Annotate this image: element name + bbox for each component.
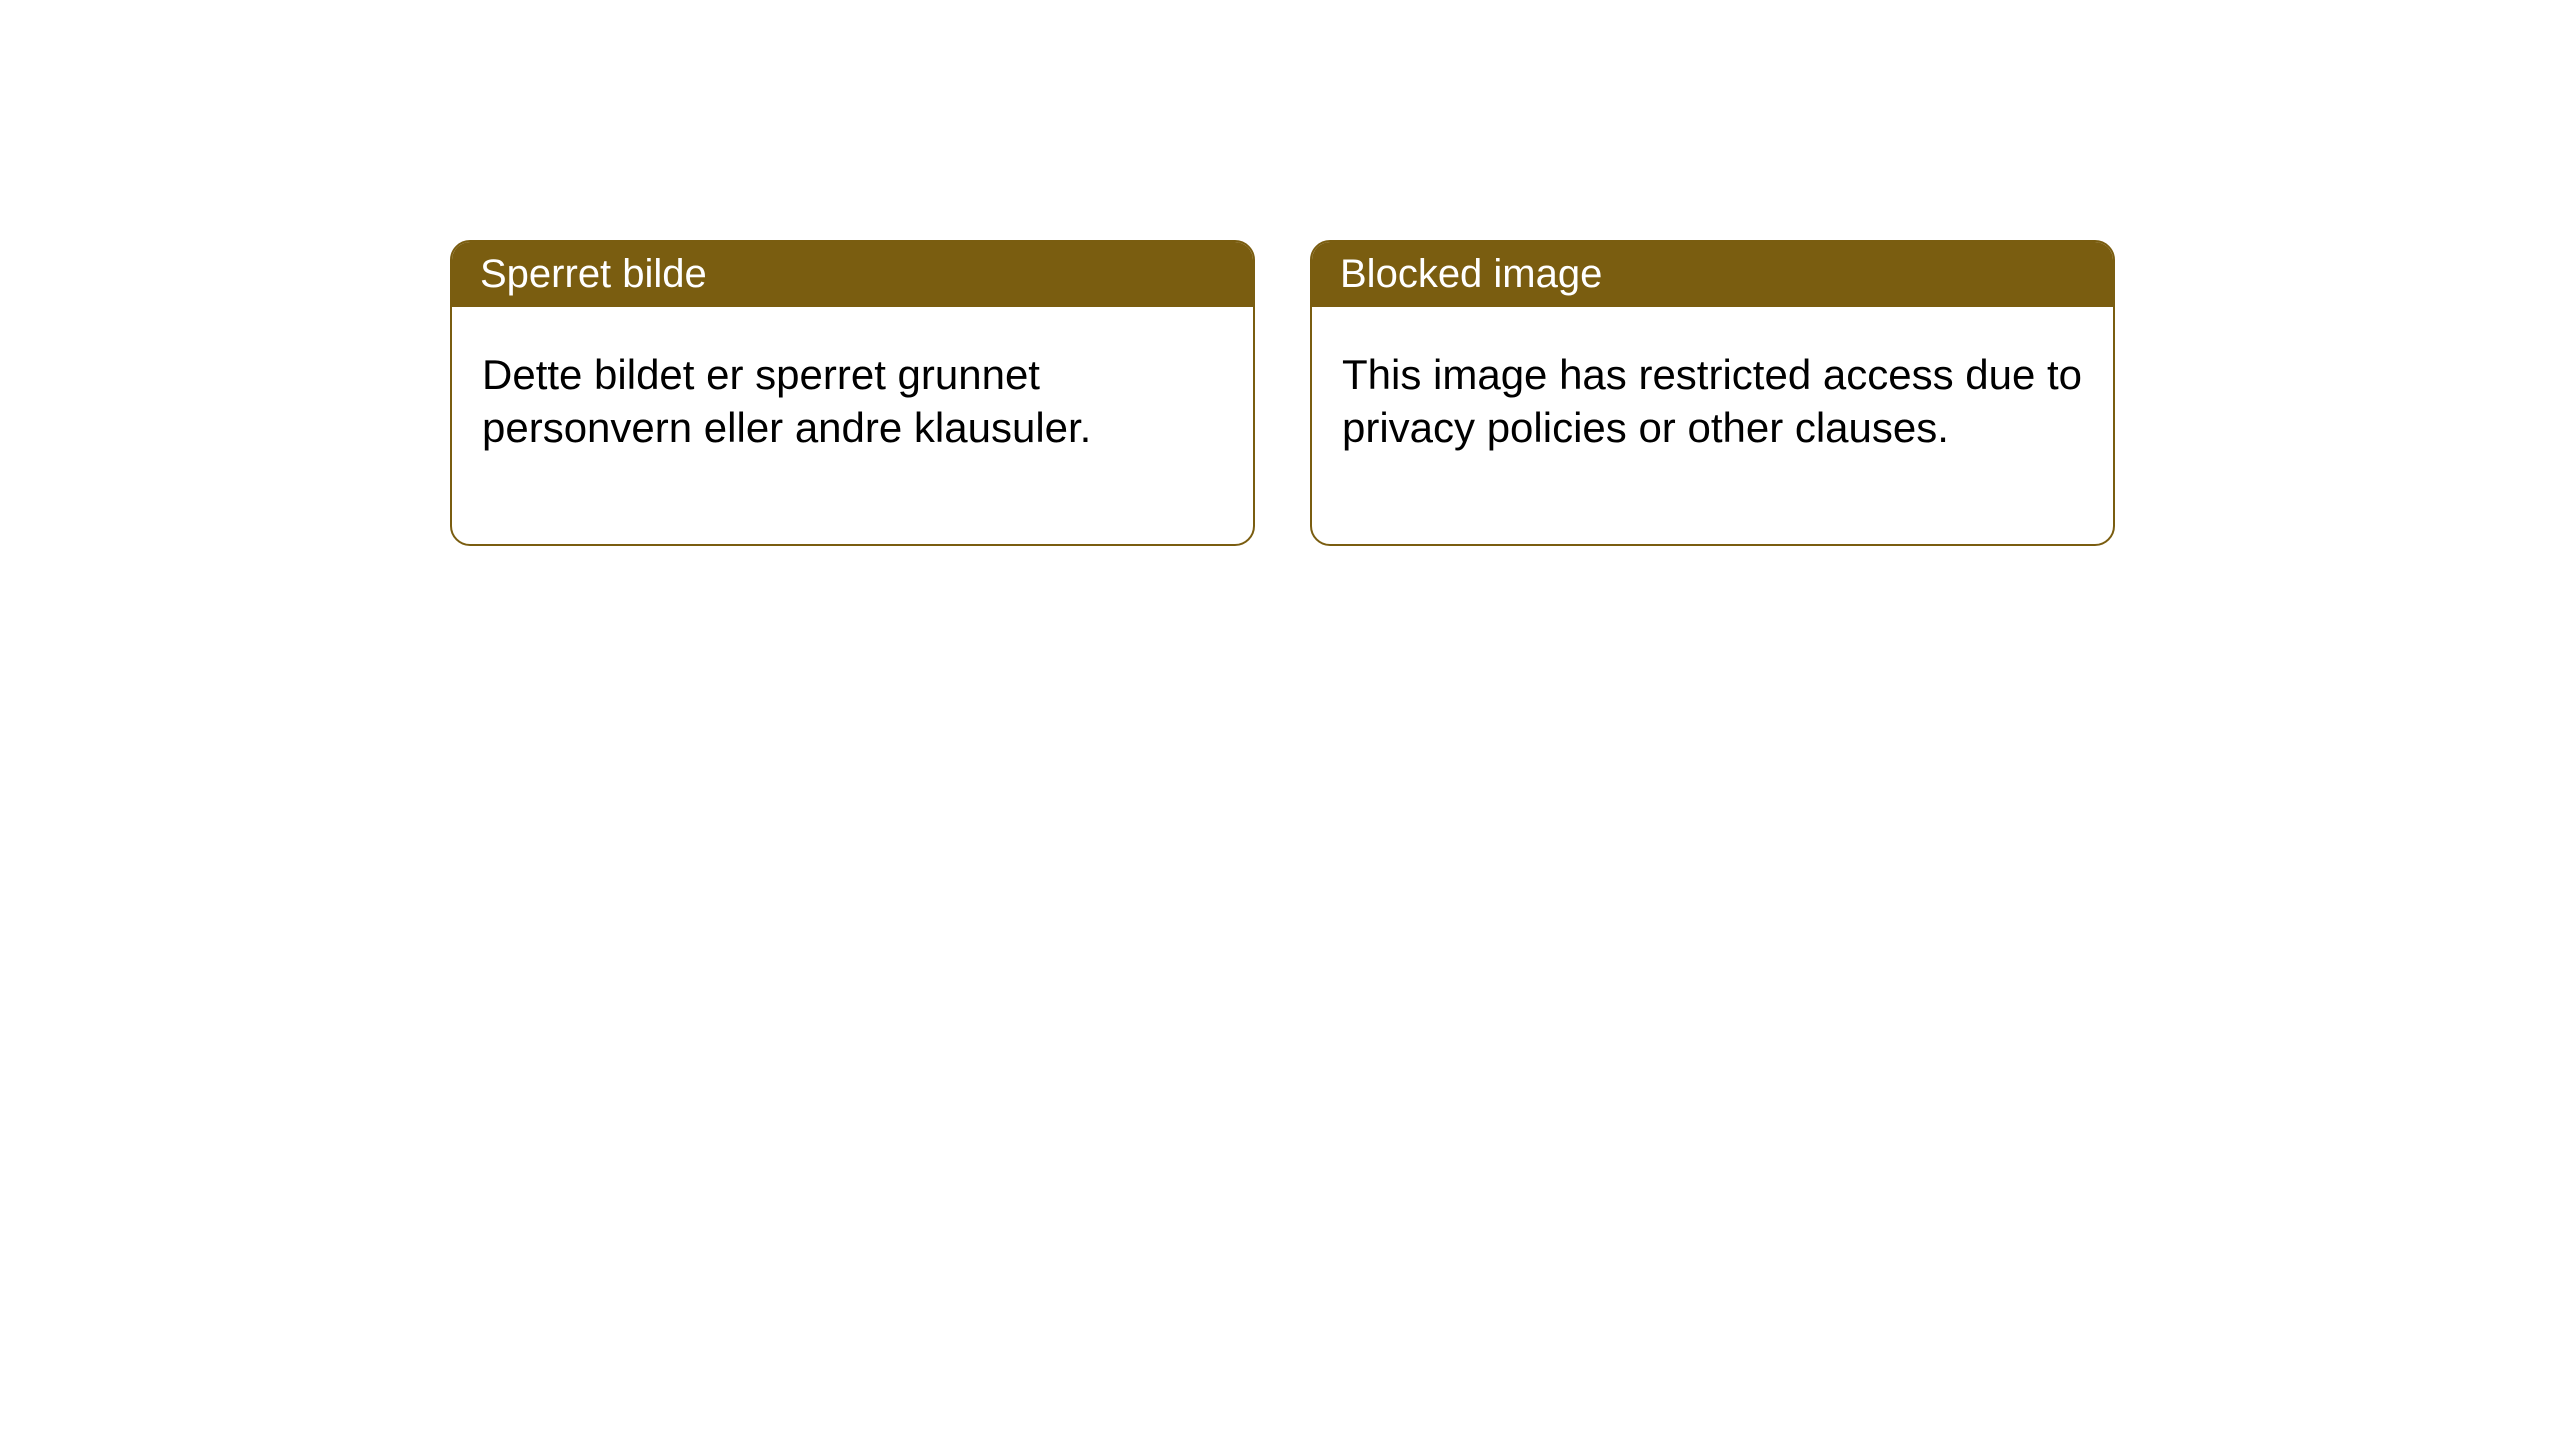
notice-header: Blocked image <box>1312 242 2113 307</box>
notice-body-text: This image has restricted access due to … <box>1342 351 2082 451</box>
notice-header: Sperret bilde <box>452 242 1253 307</box>
notice-body: This image has restricted access due to … <box>1312 307 2113 544</box>
notice-body: Dette bildet er sperret grunnet personve… <box>452 307 1253 544</box>
notice-title: Sperret bilde <box>480 252 707 296</box>
notice-card-english: Blocked image This image has restricted … <box>1310 240 2115 546</box>
notice-title: Blocked image <box>1340 252 1602 296</box>
notice-cards-container: Sperret bilde Dette bildet er sperret gr… <box>450 240 2115 546</box>
notice-body-text: Dette bildet er sperret grunnet personve… <box>482 351 1091 451</box>
notice-card-norwegian: Sperret bilde Dette bildet er sperret gr… <box>450 240 1255 546</box>
